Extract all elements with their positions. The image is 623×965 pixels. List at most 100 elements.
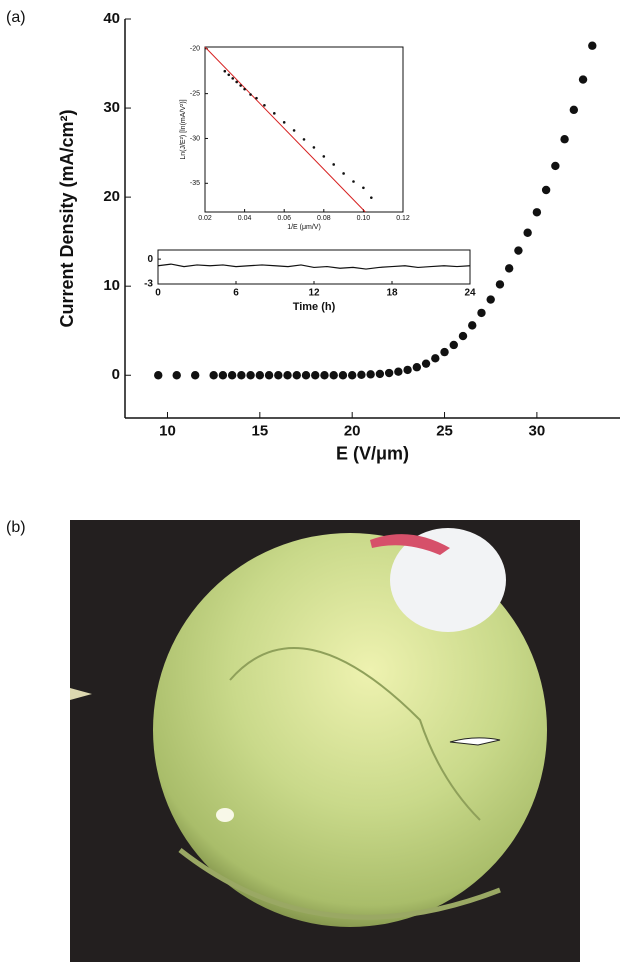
data-point (477, 308, 486, 318)
data-point (235, 80, 238, 84)
data-point (292, 129, 296, 132)
y-tick-label: 0 (112, 366, 120, 383)
data-point (588, 41, 597, 50)
data-point (342, 172, 345, 175)
data-point (292, 371, 301, 380)
data-point (231, 77, 235, 80)
x-tick-label: 0.08 (317, 215, 331, 222)
data-point (421, 359, 431, 368)
data-point (227, 73, 231, 77)
data-point (237, 371, 246, 380)
y-tick-label: -20 (190, 46, 200, 53)
data-point (412, 363, 422, 372)
data-point (274, 371, 283, 380)
x-axis-label: E (V/μm) (336, 444, 409, 464)
data-point (523, 228, 532, 237)
data-point (172, 371, 181, 380)
data-point (154, 371, 163, 380)
y-tick-label: 20 (103, 188, 120, 205)
panel-label: (a) (6, 9, 26, 26)
data-point (239, 84, 242, 87)
x-tick-label: 0.12 (396, 215, 410, 222)
data-point (403, 365, 412, 375)
data-point (458, 331, 468, 341)
data-point (190, 371, 200, 380)
highlight (390, 528, 506, 632)
data-point (449, 340, 458, 350)
data-point (440, 347, 449, 357)
y-tick-label: -35 (190, 180, 200, 187)
data-point (514, 246, 523, 255)
data-point (366, 370, 375, 379)
fit-line (204, 46, 366, 213)
lens-rim (178, 848, 501, 920)
x-tick-label: 20 (344, 422, 361, 439)
data-point (431, 354, 440, 363)
x-tick-label: 15 (251, 422, 268, 439)
data-point (227, 371, 237, 380)
y-tick-label: 10 (103, 277, 120, 294)
data-point (362, 186, 365, 190)
flake (449, 737, 501, 746)
panel-label: (b) (6, 519, 26, 536)
x-tick-label: 0.02 (198, 215, 212, 222)
data-point (504, 264, 514, 273)
x-tick-label: 6 (233, 288, 239, 299)
data-point (329, 371, 338, 380)
data-point (243, 87, 246, 91)
data-point (375, 369, 385, 379)
data-point (370, 196, 373, 199)
data-point (495, 280, 505, 289)
x-tick-label: 18 (386, 288, 398, 299)
data-point (468, 321, 477, 330)
data-point (246, 371, 255, 380)
data-point (347, 371, 357, 380)
x-axis-label: Time (h) (293, 301, 336, 313)
y-tick-label: -25 (190, 90, 200, 97)
data-point (273, 112, 276, 115)
data-point (302, 138, 306, 141)
x-tick-label: 12 (308, 288, 320, 299)
data-point (322, 155, 326, 158)
data-point (578, 75, 588, 84)
data-point (560, 135, 569, 144)
data-point (263, 103, 266, 107)
data-point (320, 371, 329, 380)
photo (70, 520, 580, 962)
y-tick-label: 30 (103, 99, 120, 116)
data-point (352, 180, 355, 183)
data-point (532, 208, 542, 217)
x-tick-label: 0.10 (357, 215, 371, 222)
data-point (569, 105, 579, 115)
lens-fold (229, 647, 481, 821)
data-point (255, 96, 258, 100)
y-axis-label: Ln(J/E²) [ln(mA/V²)] (180, 99, 187, 159)
red-edge (370, 534, 450, 555)
data-point (301, 371, 311, 380)
data-point (223, 69, 227, 73)
data-point (264, 371, 274, 380)
data-point (384, 368, 394, 378)
data-point (338, 371, 348, 380)
y-axis-label: Current Density (mA/cm²) (57, 109, 77, 327)
x-tick-label: 24 (464, 288, 476, 299)
data-point (282, 121, 286, 124)
data-point (551, 161, 560, 171)
spot (216, 808, 234, 822)
data-point (255, 371, 265, 380)
data-point (218, 371, 228, 380)
data-point (209, 371, 218, 380)
data-point (283, 371, 292, 380)
y-tick-label: -3 (144, 279, 153, 290)
data-point (332, 163, 336, 166)
x-tick-label: 0.06 (277, 215, 291, 222)
data-point (312, 146, 316, 149)
data-point (541, 185, 551, 195)
y-tick-label: 40 (103, 10, 120, 27)
edge-glint (70, 688, 92, 700)
data-point (311, 371, 320, 380)
data-point (486, 295, 495, 304)
x-tick-label: 0.04 (238, 215, 252, 222)
